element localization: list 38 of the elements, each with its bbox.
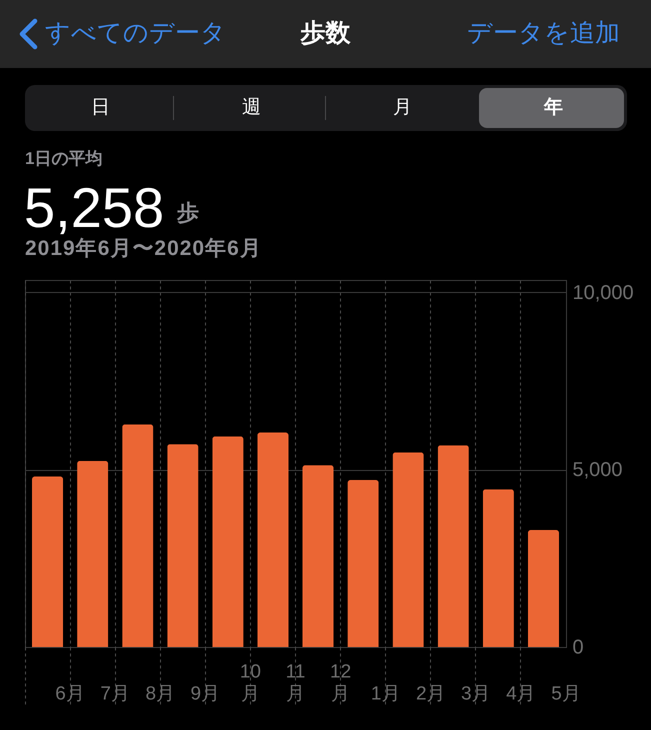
- x-tick-label: 12月: [330, 662, 352, 704]
- bar: [438, 445, 469, 647]
- y-tick-label: 5,000: [572, 459, 623, 482]
- bar: [167, 444, 198, 647]
- x-tick-label: 2月: [416, 684, 446, 704]
- x-tick-label: 6月: [55, 684, 85, 704]
- x-tick-label: 5月: [551, 684, 581, 704]
- text: すべてのデータ: [45, 19, 226, 47]
- bar: [257, 432, 289, 647]
- text: 1日の平均: [25, 149, 102, 168]
- x-tick-label: 1月: [370, 684, 400, 704]
- chart-title: 歩数: [300, 19, 350, 47]
- text: 年: [542, 97, 564, 118]
- bar: [348, 480, 379, 647]
- y-tick-label: 10,000: [572, 282, 634, 304]
- x-tick-label: 10月: [240, 662, 261, 704]
- text: 歩: [177, 200, 199, 225]
- bar: [32, 476, 64, 647]
- y-tick-label: 0: [572, 636, 584, 658]
- bar: [302, 465, 334, 647]
- text: 週: [241, 97, 262, 118]
- bar: [482, 489, 514, 647]
- bar: [122, 424, 154, 647]
- bar: [212, 436, 244, 647]
- bar: [392, 452, 424, 647]
- text: データを追加: [467, 19, 620, 47]
- x-tick-label: 8月: [145, 684, 176, 704]
- x-tick-label: 4月: [506, 684, 536, 704]
- text: 月: [392, 97, 413, 118]
- text: 日: [90, 97, 111, 118]
- chart-subtitle: 2019年6月〜2020年6月: [25, 237, 262, 260]
- x-tick-label: 9月: [190, 684, 220, 704]
- x-tick-label: 11月: [286, 662, 306, 704]
- x-tick-label: 7月: [100, 684, 130, 704]
- bar: [528, 530, 560, 647]
- text: 5,258: [24, 176, 164, 239]
- bar: [77, 460, 108, 647]
- x-tick-label: 3月: [461, 684, 491, 704]
